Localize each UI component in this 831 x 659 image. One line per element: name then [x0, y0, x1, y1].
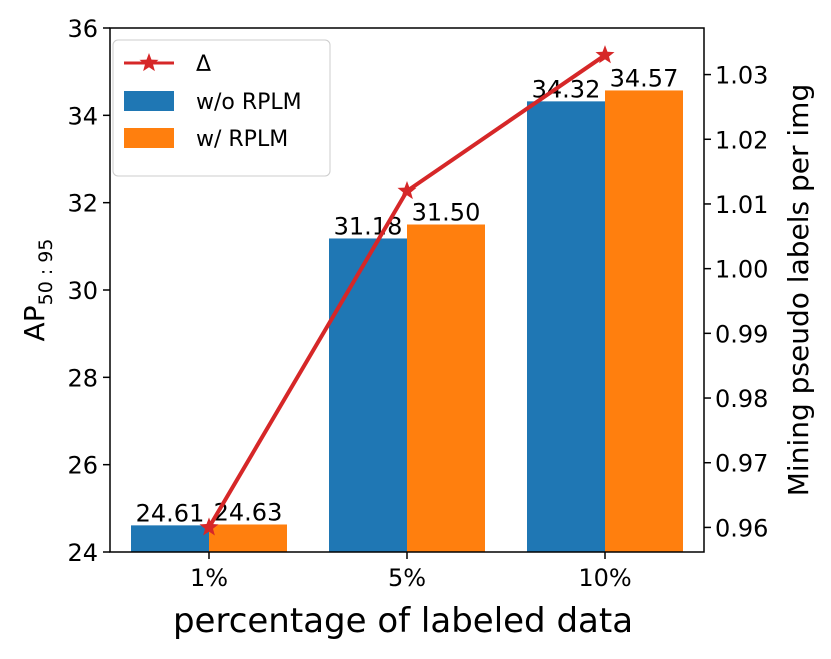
- legend-swatch-wo-rplm: [124, 91, 174, 111]
- delta-point-star-icon: [595, 45, 615, 64]
- y-tick-label: 34: [67, 102, 98, 130]
- legend-swatch-w-rplm: [124, 128, 174, 148]
- y2-tick-label: 1.03: [715, 62, 768, 90]
- bar-w-o-rplm-0: [131, 525, 209, 552]
- y2-tick-label: 0.99: [715, 320, 768, 348]
- delta-point-star-icon: [199, 517, 219, 536]
- bar-w-rplm-0: [209, 524, 287, 552]
- y2-tick-label: 0.97: [715, 450, 768, 478]
- left-axis-ticks: 24 26 28 30 32 34 36: [67, 15, 110, 567]
- legend-wo-rplm-label: w/o RPLM: [196, 90, 302, 115]
- legend-delta-star-icon: [139, 53, 159, 72]
- right-axis-title: Mining pseudo labels per img: [782, 84, 815, 496]
- bar-data-label: 31.50: [412, 199, 481, 227]
- bar-w-rplm-2: [605, 90, 683, 553]
- y2-tick-label: 0.96: [715, 514, 768, 542]
- right-axis-ticks: 0.96 0.97 0.98 0.99 1.00 1.01 1.02 1.03: [704, 62, 768, 542]
- y-axis-title: AP50 : 95: [18, 239, 57, 342]
- y-axis-title-main: AP: [18, 305, 51, 341]
- bar-data-label: 24.61: [136, 499, 205, 527]
- bar-w-o-rplm-1: [329, 238, 407, 552]
- bar-data-label: 34.57: [610, 64, 679, 92]
- bar-w-o-rplm-2: [527, 101, 605, 553]
- delta-point-star-icon: [397, 181, 417, 200]
- legend-delta-label: Δ: [196, 52, 211, 77]
- x-tick-label: 1%: [190, 564, 228, 592]
- y-tick-label: 28: [67, 364, 98, 392]
- bars-layer: [131, 90, 683, 553]
- y-tick-label: 36: [67, 15, 98, 43]
- y-tick-label: 32: [67, 190, 98, 218]
- y2-tick-label: 0.98: [715, 385, 768, 413]
- legend-w-rplm-label: w/ RPLM: [196, 127, 288, 152]
- x-tick-label: 5%: [388, 564, 426, 592]
- y2-tick-label: 1.01: [715, 191, 768, 219]
- bar-w-rplm-1: [407, 224, 485, 552]
- y-tick-label: 24: [67, 539, 98, 567]
- x-axis-title: percentage of labeled data: [173, 601, 633, 641]
- x-axis-ticks: 1% 5% 10%: [190, 552, 632, 592]
- y2-tick-label: 1.02: [715, 126, 768, 154]
- legend: Δ w/o RPLM w/ RPLM: [112, 39, 331, 177]
- y2-tick-label: 1.00: [715, 256, 768, 284]
- y-tick-label: 30: [67, 277, 98, 305]
- x-tick-label: 10%: [578, 564, 631, 592]
- delta-line-layer: [199, 45, 615, 536]
- y-tick-label: 26: [67, 452, 98, 480]
- y-axis-title-sub: 50 : 95: [35, 239, 57, 306]
